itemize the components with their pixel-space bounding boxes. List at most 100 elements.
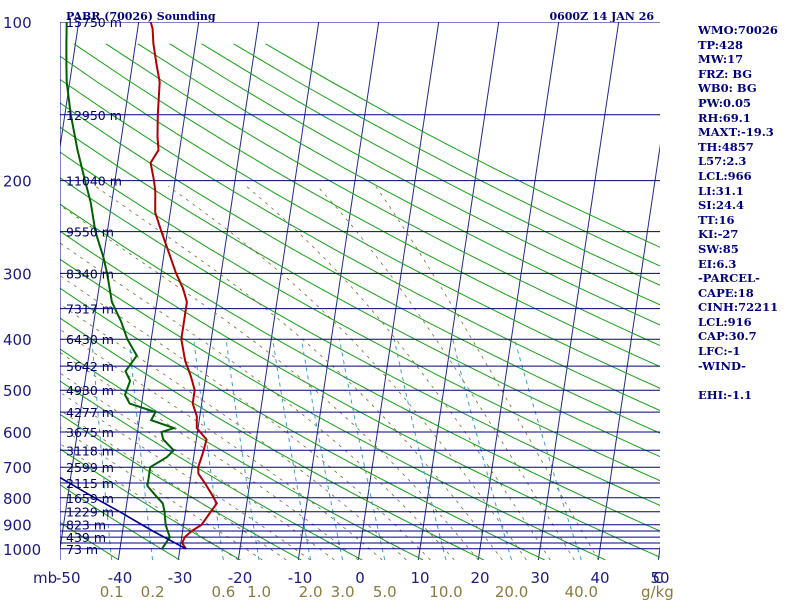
stat-separator: :	[728, 81, 737, 96]
isotherm-line	[0, 22, 19, 560]
dry-adiabat-line	[73, 43, 660, 368]
stat-row: -PARCEL-	[698, 271, 798, 286]
sounding-series	[60, 22, 218, 550]
stat-value: 0.05	[723, 95, 752, 110]
stat-value: 428	[719, 37, 744, 52]
height-label: 439 m	[66, 530, 106, 545]
temperature-tick-label: -10	[288, 569, 313, 587]
stat-row: LFC:-1	[698, 344, 798, 359]
stat-value: 85	[722, 241, 739, 256]
height-label: 1229 m	[66, 505, 114, 520]
moist-adiabat-line	[60, 351, 359, 560]
stat-key: CAP	[698, 329, 725, 344]
stat-key: FRZ	[698, 66, 725, 81]
stat-value: 18	[737, 285, 754, 300]
stat-value: -19.3	[740, 125, 774, 140]
stat-key: MW	[698, 52, 723, 67]
dry-adiabat-line	[60, 521, 120, 560]
stat-value: 70026	[737, 23, 778, 37]
stat-value: BG	[732, 66, 753, 81]
stat-value: -27	[717, 227, 739, 242]
stat-value: 6.3	[716, 256, 737, 271]
mixing-ratio-label: 2.0	[299, 583, 323, 600]
moist-adiabat-line	[60, 409, 287, 560]
stat-key: TT	[698, 212, 715, 227]
stat-separator: :	[733, 300, 739, 315]
stat-separator: :	[723, 344, 728, 359]
mixing-ratio-label: 1.0	[247, 583, 271, 600]
temperature-tick-label: 50	[650, 569, 669, 587]
dry-adiabat-line	[60, 55, 660, 389]
stat-separator: :	[723, 314, 728, 329]
stat-row: SI:24.4	[698, 198, 798, 213]
mixing-ratio-label: 0.2	[141, 583, 165, 600]
stat-separator: :	[714, 212, 719, 227]
pressure-tick-label: 900	[3, 517, 32, 535]
stat-separator: :	[713, 227, 718, 242]
isotherm-line	[597, 143, 660, 560]
moist-adiabat-line	[317, 185, 575, 560]
stat-row	[698, 373, 798, 388]
dry-adiabat-line	[60, 151, 660, 482]
mixing-ratio-line	[452, 339, 513, 560]
mixing-ratio-label: 3.0	[331, 583, 355, 600]
isotherm-line	[177, 22, 260, 560]
stat-separator: :	[722, 52, 728, 67]
isotherm-line	[60, 22, 140, 553]
moist-adiabat-line	[60, 391, 311, 560]
isotherm-line	[357, 22, 440, 560]
height-label: 3118 m	[66, 443, 114, 458]
stat-separator: :	[717, 139, 722, 154]
stat-separator: :	[723, 387, 728, 402]
stat-separator: :	[718, 95, 724, 110]
stat-row: CAPE:18	[698, 286, 798, 301]
isotherm-line	[60, 22, 80, 151]
dry-adiabat-line	[105, 43, 660, 347]
dry-adiabat-line	[60, 413, 302, 560]
stat-value: 2.3	[726, 154, 747, 169]
dry-adiabat-line	[60, 203, 660, 532]
pressure-tick-label: 1000	[3, 541, 41, 559]
isotherm-line	[417, 22, 500, 560]
pressure-tick-label: 300	[3, 265, 32, 283]
dry-adiabat-line	[201, 43, 660, 286]
stat-row: TT:16	[698, 213, 798, 228]
stat-key: LFC	[698, 344, 724, 359]
stat-row: KI:-27	[698, 227, 798, 242]
temperature-tick-label: -30	[168, 569, 193, 587]
moist-adiabat-line	[60, 303, 407, 560]
stat-key: SW	[698, 241, 719, 256]
stat-value: 30.7	[728, 329, 757, 344]
height-label: 4277 m	[66, 405, 114, 420]
stat-value: 31.1	[715, 183, 744, 198]
stat-row: WMO:70026	[698, 23, 798, 38]
dry-adiabat-line	[60, 448, 241, 560]
temperature-tick-label: 30	[530, 569, 549, 587]
mixing-ratio-label: 20.0	[495, 583, 528, 600]
stat-row: CINH:72211	[698, 300, 798, 315]
stat-row: L57:2.3	[698, 154, 798, 169]
stat-key: LI	[698, 183, 712, 198]
stat-row: LCL:916	[698, 315, 798, 330]
moist-adiabat-line	[246, 185, 551, 560]
stat-separator: :	[736, 125, 741, 140]
dry-adiabat-line	[60, 348, 424, 560]
stat-value: -WIND-	[698, 358, 746, 373]
dry-adiabat-line	[265, 43, 660, 248]
temperature-tick-label: 20	[470, 569, 489, 587]
stat-key: LCL	[698, 168, 724, 183]
height-label: 15750 m	[66, 15, 122, 30]
dewpoint-profile	[65, 22, 178, 550]
stat-row: CAP:30.7	[698, 329, 798, 344]
height-label: 3675 m	[66, 425, 114, 440]
dry-adiabat-line	[60, 177, 660, 506]
diagram-labels: PABR (70026) Sounding 0600Z 14 JAN 26 mb…	[3, 10, 674, 600]
pressure-tick-label: 700	[3, 459, 32, 477]
mixing-ratio-line	[393, 339, 447, 560]
stat-row: RH:69.1	[698, 111, 798, 126]
temperature-tick-label: -40	[108, 569, 133, 587]
moist-adiabat-line	[60, 329, 383, 560]
chart-title: PABR (70026) Sounding	[66, 10, 216, 23]
stat-separator: :	[718, 241, 723, 256]
